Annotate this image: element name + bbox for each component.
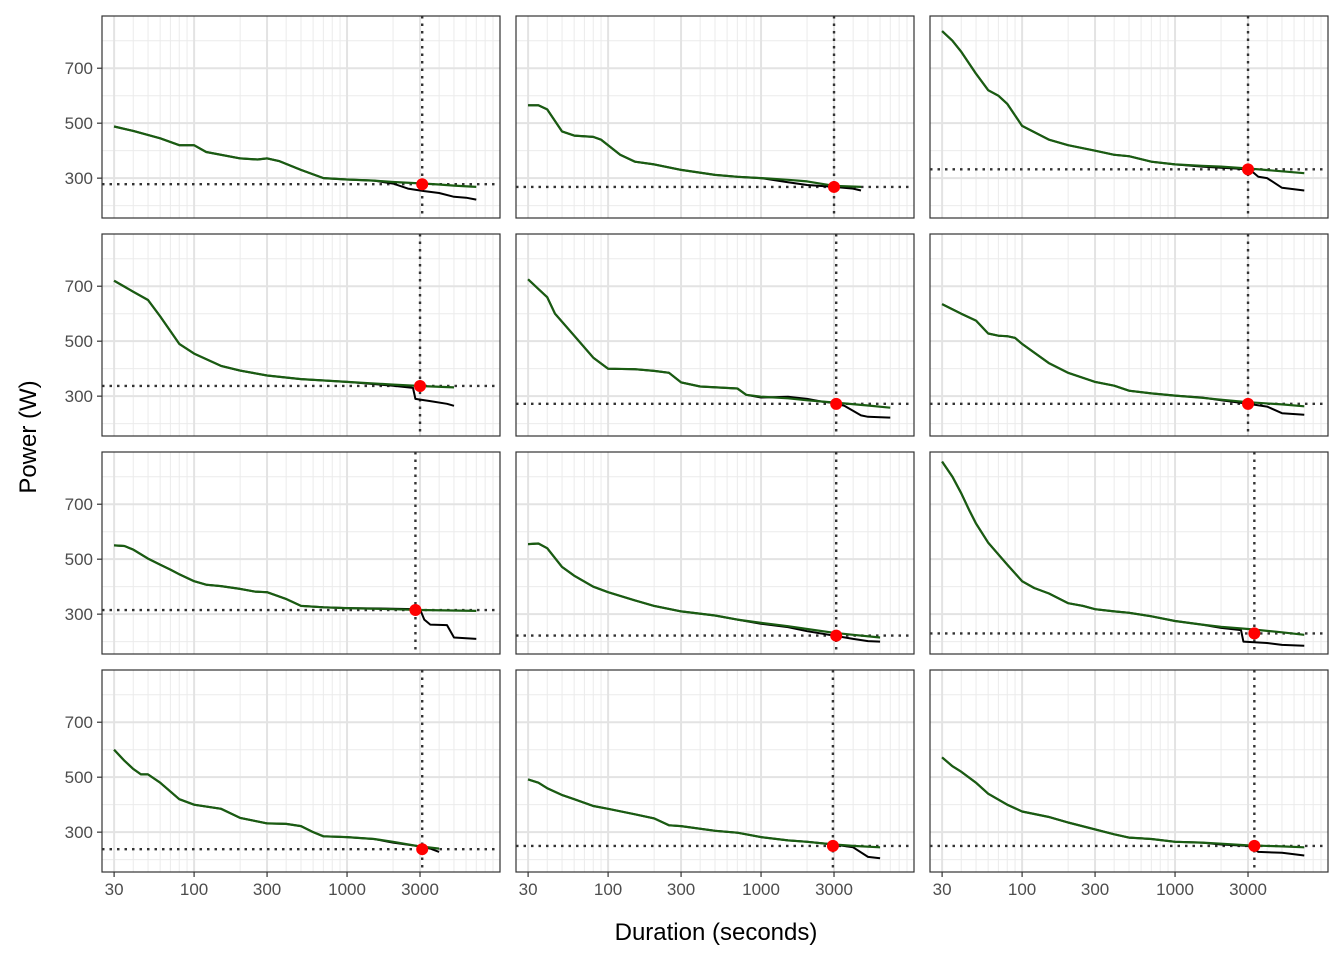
model-line <box>113 748 440 850</box>
y-axis-ticks: 300 500 700 300 500 700 300 500 700 300 500 700 <box>65 59 102 842</box>
x-tick-label: 1000 <box>328 880 366 899</box>
y-tick-label: 500 <box>65 550 93 569</box>
model-line <box>527 778 881 849</box>
panel-12 <box>929 669 1329 873</box>
model-line <box>527 278 891 409</box>
panel-border <box>929 233 1329 437</box>
panel-border <box>515 451 915 655</box>
x-tick-label: 1000 <box>1156 880 1194 899</box>
panel-10 <box>101 669 501 873</box>
y-tick-label: 700 <box>65 59 93 78</box>
model-line <box>941 303 1305 408</box>
panel-9 <box>929 451 1329 655</box>
x-tick-label: 30 <box>933 880 952 899</box>
threshold-point <box>1248 627 1261 640</box>
threshold-point <box>830 397 843 410</box>
y-tick-label: 500 <box>65 114 93 133</box>
threshold-point <box>826 839 839 852</box>
y-tick-label: 700 <box>65 277 93 296</box>
threshold-point <box>416 178 429 191</box>
panel-11 <box>515 669 915 873</box>
panel-3 <box>929 15 1329 219</box>
y-tick-label: 500 <box>65 768 93 787</box>
model-line <box>113 279 455 389</box>
panel-border <box>101 451 501 655</box>
y-tick-label: 300 <box>65 605 93 624</box>
panel-border <box>101 233 501 437</box>
y-tick-label: 700 <box>65 495 93 514</box>
panel-1 <box>101 15 501 219</box>
y-tick-label: 700 <box>65 713 93 732</box>
panel-border <box>101 669 501 873</box>
model-line <box>528 104 862 188</box>
panel-8 <box>515 451 915 655</box>
y-tick-label: 300 <box>65 387 93 406</box>
threshold-point <box>1242 397 1255 410</box>
x-tick-label: 100 <box>1008 880 1036 899</box>
threshold-point <box>416 843 429 856</box>
model-line <box>114 544 477 612</box>
model-line <box>528 542 881 639</box>
x-tick-label: 1000 <box>742 880 780 899</box>
x-tick-label: 300 <box>253 880 281 899</box>
panel-border <box>101 15 501 219</box>
y-tick-label: 500 <box>65 332 93 351</box>
x-tick-label: 100 <box>594 880 622 899</box>
x-axis-title: Duration (seconds) <box>615 919 818 946</box>
x-tick-label: 30 <box>519 880 538 899</box>
panel-2 <box>515 15 915 219</box>
threshold-point <box>1248 839 1261 852</box>
x-tick-label: 100 <box>180 880 208 899</box>
threshold-point <box>414 379 427 392</box>
x-tick-label: 3000 <box>815 880 853 899</box>
panel-grid <box>101 15 1329 873</box>
y-tick-label: 300 <box>65 169 93 188</box>
threshold-point <box>409 604 422 617</box>
panel-5 <box>515 233 915 437</box>
x-tick-label: 30 <box>105 880 124 899</box>
x-axis-ticks: 30 100 300 1000 3000 30 100 300 1000 3000 30 100 300… <box>105 872 1267 899</box>
panel-border <box>515 233 915 437</box>
x-tick-label: 300 <box>667 880 695 899</box>
threshold-point <box>1242 163 1255 176</box>
panel-border <box>929 15 1329 219</box>
y-tick-label: 300 <box>65 823 93 842</box>
panel-border <box>515 669 915 873</box>
panel-border <box>929 451 1329 655</box>
y-axis-title: Power (W) <box>15 380 42 493</box>
x-tick-label: 3000 <box>1229 880 1267 899</box>
panel-4 <box>101 233 501 437</box>
model-line <box>941 460 1305 636</box>
model-line <box>941 30 1305 175</box>
panel-border <box>515 15 915 219</box>
x-tick-label: 3000 <box>401 880 439 899</box>
threshold-point <box>828 180 841 193</box>
panel-6 <box>929 233 1329 437</box>
panel-7 <box>101 451 501 655</box>
x-tick-label: 300 <box>1081 880 1109 899</box>
threshold-point <box>830 629 843 642</box>
panel-border <box>929 669 1329 873</box>
model-line <box>941 756 1305 849</box>
